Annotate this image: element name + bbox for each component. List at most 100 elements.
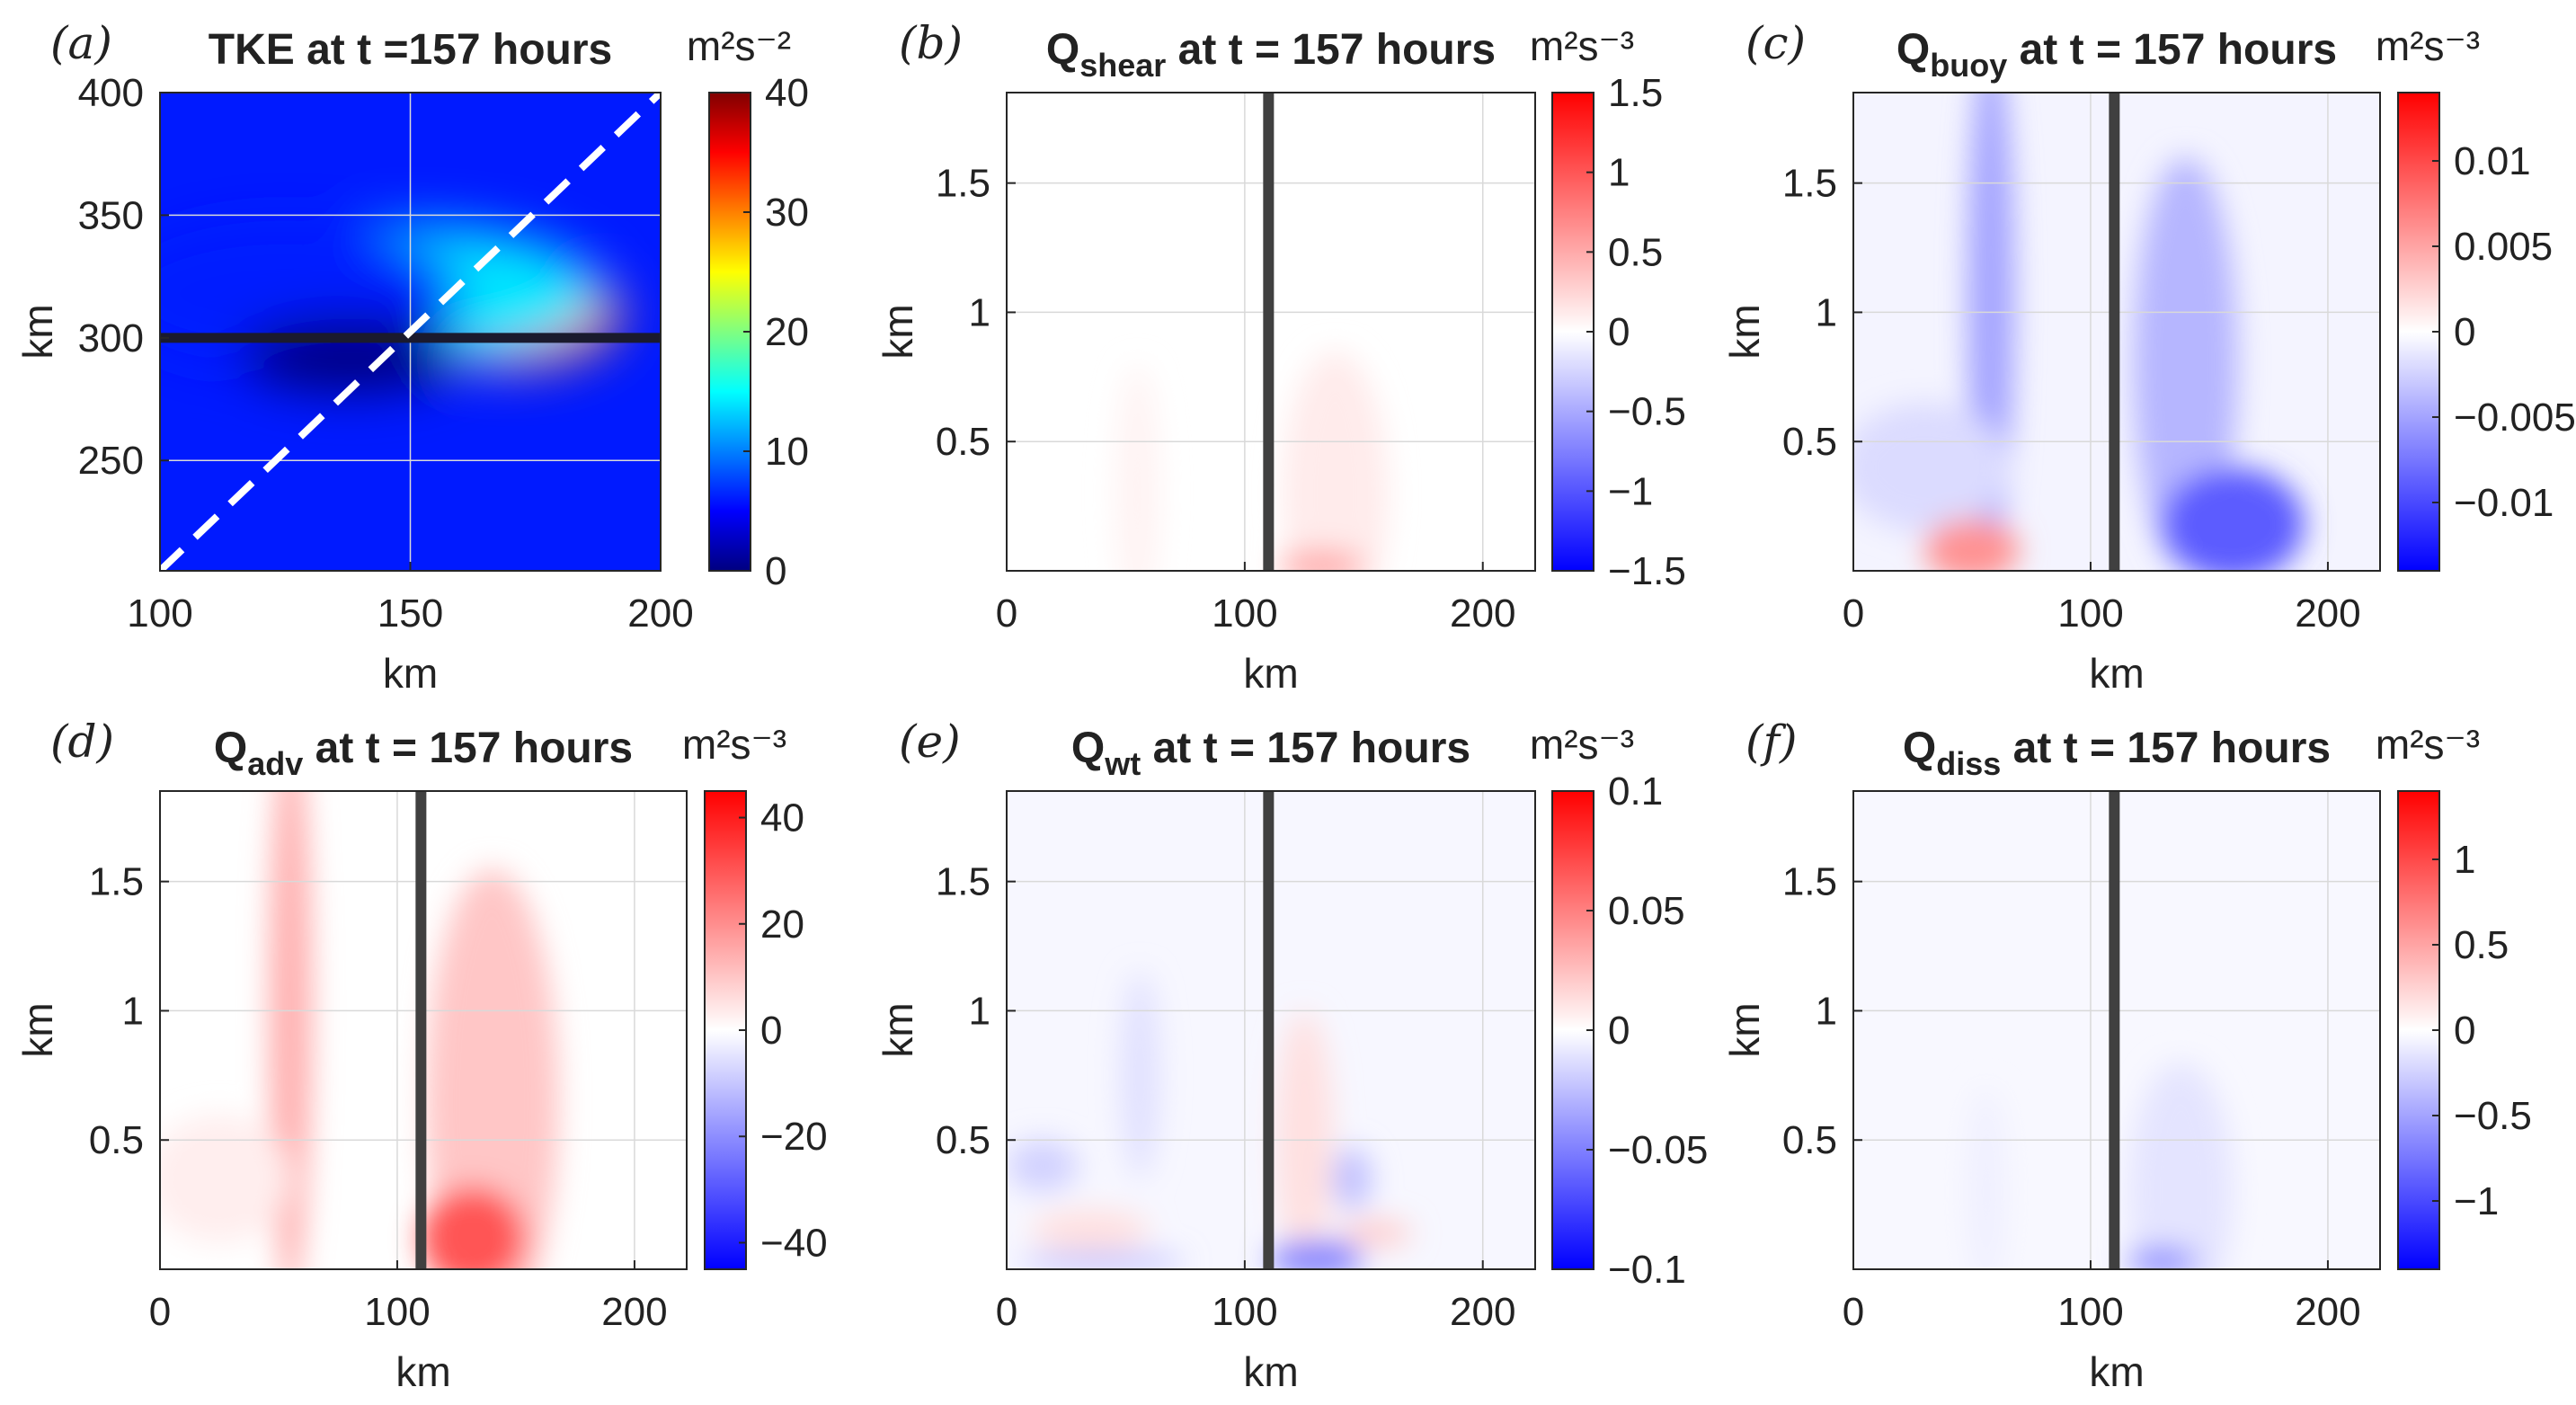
x-tick-label: 100 [1212,591,1277,636]
panel-title: TKE at t =157 hours [209,26,612,74]
heatmap-blobs [1853,93,2305,571]
x-tick-label: 0 [1843,1290,1864,1334]
heatmap-blob [421,1186,526,1269]
y-tick-label: 0.5 [1782,1118,1837,1162]
x-tick-label: 0 [149,1290,171,1334]
y-tick-label: 1.5 [936,162,990,206]
heatmap-blob [1030,1209,1150,1251]
heatmap-blobs [1115,351,1388,571]
heatmap-blob [1277,549,1364,571]
y-tick-label: 1.5 [1782,162,1837,206]
colorbar: −40 −20 0 20 40 m²s⁻³ [682,721,828,1270]
y-tick-label: 1.5 [936,860,990,904]
colorbar-tick-label: −0.05 [1608,1128,1708,1172]
colorbar-tick-label: 0.05 [1608,889,1685,933]
panel-label: (b) [899,17,963,69]
heatmap-blob [2162,467,2305,571]
colorbar-tick-label: −0.1 [1608,1248,1686,1292]
colorbar-unit: m²s⁻³ [2376,22,2480,69]
panel-f: 0 100 200 0.5 1 1.5 km km (f) Qdiss at t = 157 ho… [1721,716,2532,1395]
y-axis-label: km [1721,304,1768,359]
heatmap-blob [1283,351,1388,571]
heatmap-blob [2128,1062,2234,1269]
colorbar-unit: m²s⁻³ [1530,22,1634,69]
x-tick-label: 200 [601,1290,667,1334]
x-axis-label: km [383,650,438,697]
panel-title: Qshear at t = 157 hours [1046,26,1496,84]
heatmap-field [1967,1062,2234,1269]
title-main: Q [214,725,247,772]
x-tick-label: 200 [1450,1290,1515,1334]
colorbar-tick-label: 0 [2454,310,2475,354]
x-tick-label: 200 [2295,591,2360,636]
y-tick-label: 1.5 [89,860,144,904]
y-tick-label: 0.5 [936,1118,990,1162]
heatmap-blob [1121,972,1159,1179]
x-tick-label: 100 [364,1290,430,1334]
heatmap-blob [1924,519,2020,571]
x-axis-label: km [2089,650,2144,697]
colorbar-tick-label: −20 [760,1115,828,1159]
y-tick-label: 0.5 [936,420,990,464]
heatmap-blob [2126,1248,2198,1269]
colorbar-tick-label: 1.5 [1608,71,1663,115]
panel-c: 0 100 200 0.5 1 1.5 km km (c) Qbuoy at t = 157 ho… [1721,17,2576,697]
heatmap-blob [1018,1253,1186,1269]
x-tick-label: 0 [996,591,1017,636]
title-main: Q [1903,725,1936,772]
title-rest: at t = 157 hours [2007,26,2337,74]
panel-title: Qadv at t = 157 hours [214,725,633,782]
heatmap-blob [1007,1140,1079,1192]
colorbar-tick-label: 0 [2454,1009,2475,1053]
y-axis-label: km [875,304,921,359]
title-main: Q [1896,26,1930,74]
y-tick-label: 0.5 [89,1118,144,1162]
panel-title: Qbuoy at t = 157 hours [1896,26,2337,84]
heatmap-blob [425,868,559,1269]
colorbar: −0.01 −0.005 0 0.005 0.01 m²s⁻³ [2376,22,2576,572]
y-tick-label: 1 [1816,290,1837,334]
axes-frame [1852,790,2381,1270]
panel-label: (a) [50,17,112,69]
heatmap-blobs [160,791,559,1269]
colorbar-tick-label: 0.5 [1608,230,1663,274]
colorbar-tick-label: 0.1 [1608,769,1663,814]
heatmap-blob [160,1114,291,1244]
axes-frame [1006,790,1536,1270]
heatmap-blob [1332,1147,1372,1210]
x-tick-label: 0 [1843,591,1864,636]
colorbar-unit: m²s⁻³ [2376,721,2480,768]
panel-b: 0 100 200 0.5 1 1.5 km km (b) Qshear at t = 157 h… [875,17,1686,697]
y-tick-label: 1 [969,989,990,1033]
x-tick-label: 100 [127,591,192,636]
heatmap-field [1853,93,2305,571]
title-subscript: adv [247,745,303,782]
heatmap-field [160,791,559,1269]
axes-frame [1006,92,1536,572]
colorbar-tick-label: 20 [765,310,809,354]
colorbar-tick-label: −40 [760,1221,828,1265]
colorbar-tick-label: −1 [2454,1179,2499,1223]
panel-label: (f) [1745,716,1798,768]
panel-title: Qdiss at t = 157 hours [1903,725,2331,782]
y-tick-label: 1 [969,290,990,334]
colorbar-tick-label: 0 [760,1009,782,1053]
y-tick-label: 400 [78,71,144,115]
colorbar-unit: m²s⁻³ [1530,721,1634,768]
panel-e: 0 100 200 0.5 1 1.5 km km (e) Qwt at t = 157 hour… [875,716,1708,1395]
colorbar: −1 −0.5 0 0.5 1 m²s⁻³ [2376,721,2532,1270]
colorbar-tick-label: −0.005 [2454,396,2576,440]
y-axis-label: km [14,304,61,359]
title-rest: at t = 157 hours [1141,725,1470,772]
x-axis-label: km [1243,650,1298,697]
x-axis-label: km [1243,1348,1298,1395]
colorbar-tick-label: 0.5 [2454,923,2509,967]
heatmap-field [1115,351,1388,571]
colorbar-tick-label: 40 [765,71,809,115]
title-subscript: diss [1936,745,2001,782]
colorbar-tick-label: 40 [760,796,804,840]
